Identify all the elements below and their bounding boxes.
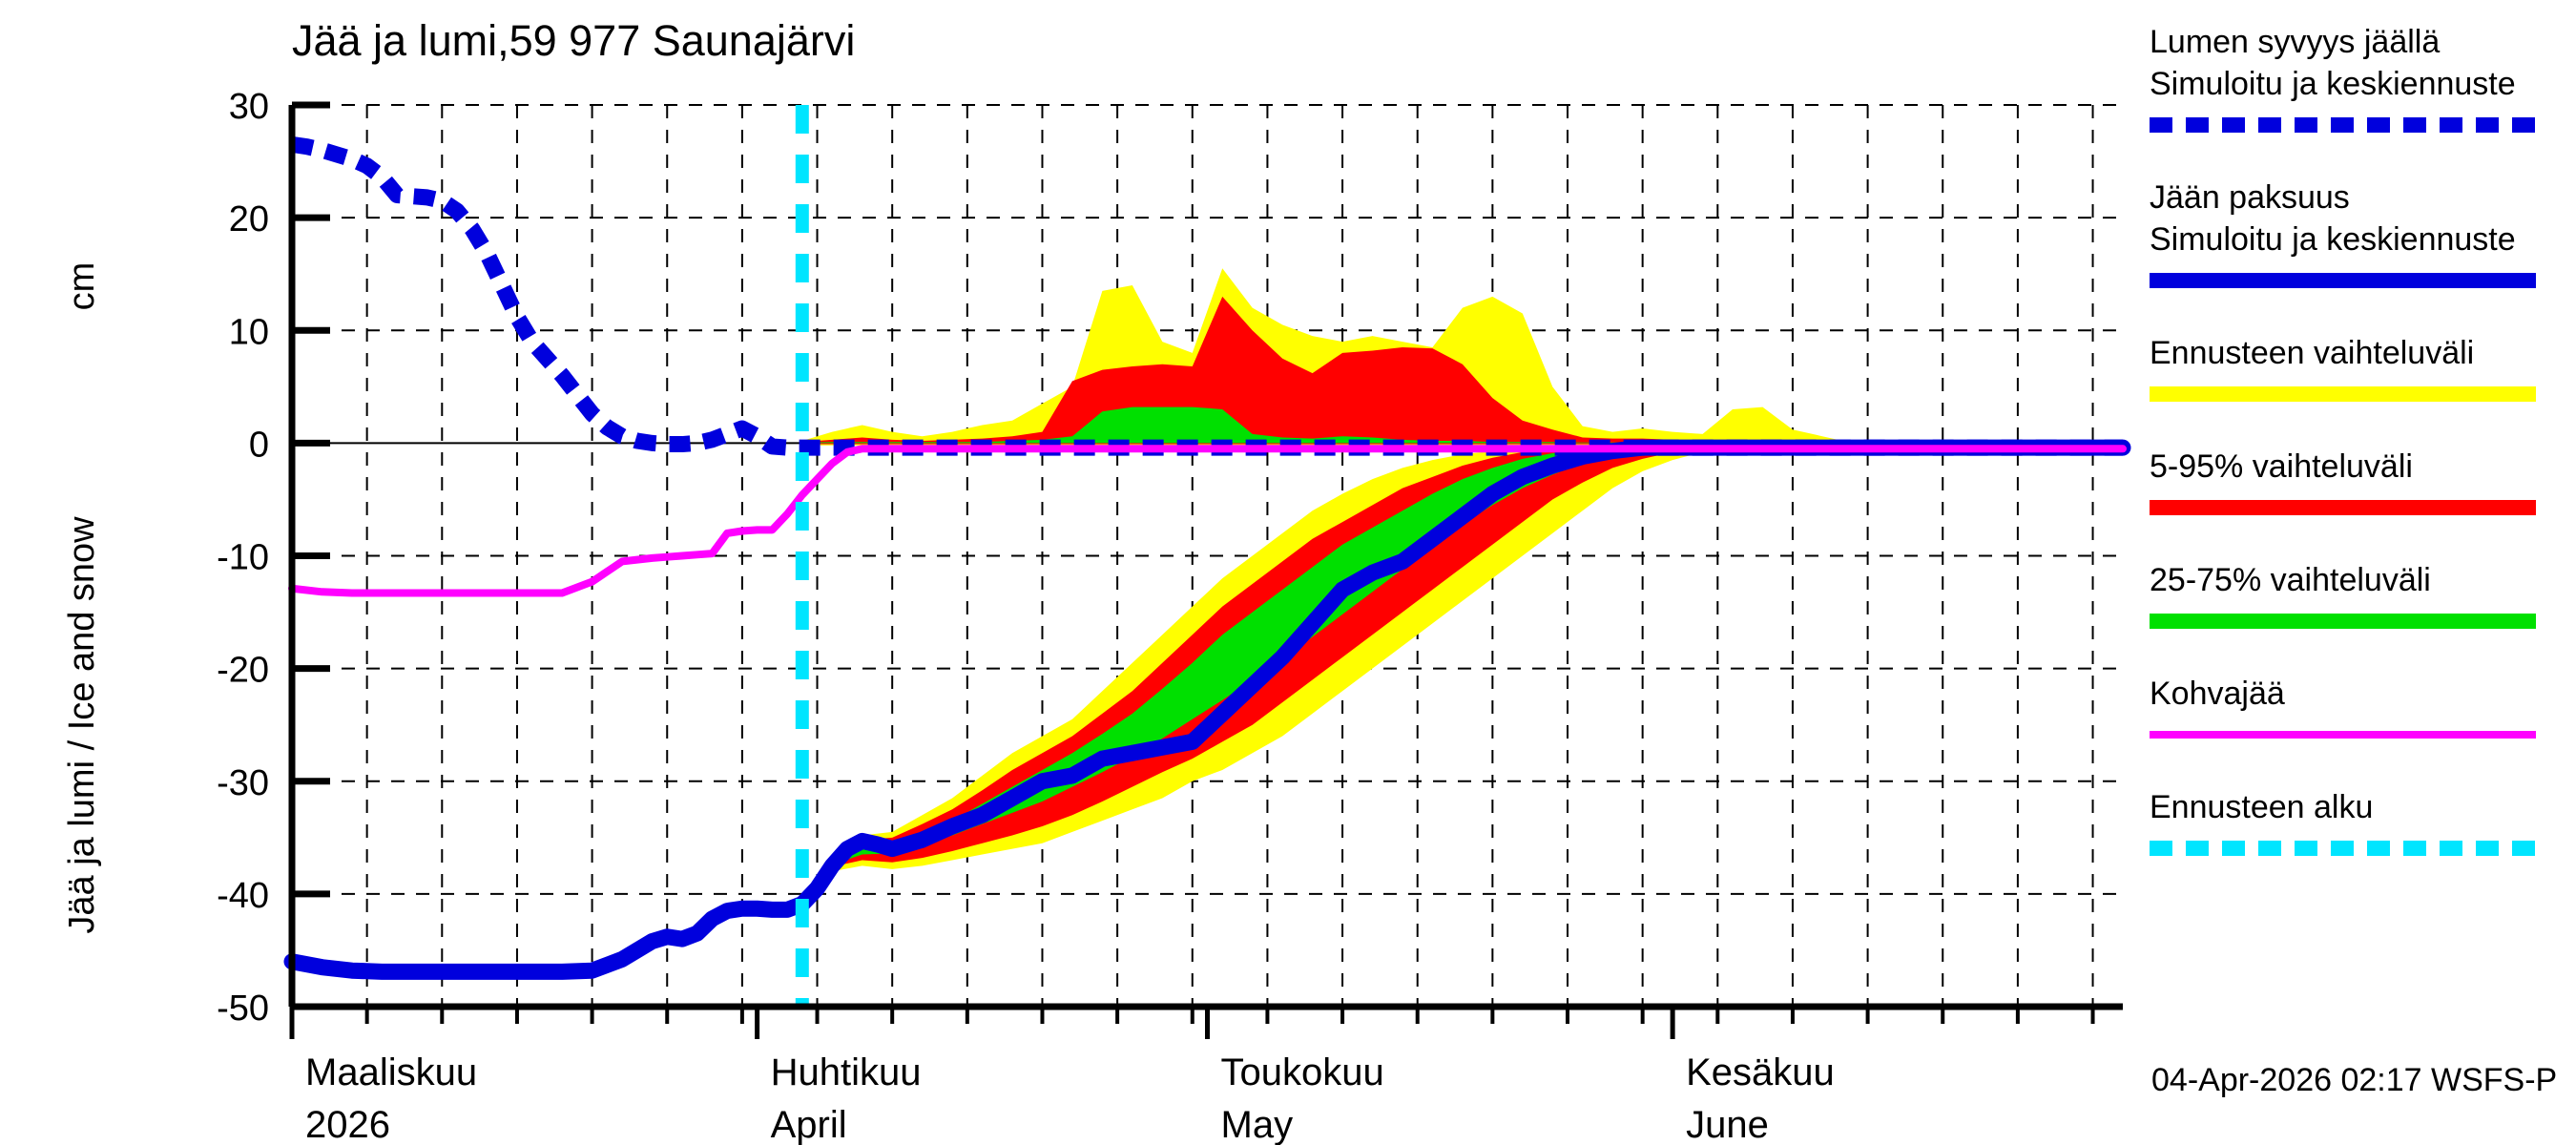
y-tick-label: -30 <box>217 763 269 803</box>
y-tick-label: 10 <box>229 312 269 352</box>
legend-label-primary: 25-75% vaihteluväli <box>2150 562 2431 598</box>
ice-yellow-band <box>801 448 2124 908</box>
month-label-en: 2026 <box>305 1104 390 1145</box>
y-axis-title: Jää ja lumi / Ice and snow <box>62 516 102 934</box>
snow-green-band <box>801 406 2124 444</box>
y-tick-label: -50 <box>217 989 269 1029</box>
y-tick-label: 0 <box>249 425 269 465</box>
data-series <box>283 135 2131 980</box>
month-label-en: April <box>771 1104 847 1145</box>
legend-label-primary: Lumen syvyys jäällä <box>2150 24 2440 60</box>
page-title: Jää ja lumi,59 977 Saunajärvi <box>292 16 855 65</box>
y-tick-label: -10 <box>217 538 269 578</box>
legend-label-primary: Kohvajää <box>2150 676 2285 712</box>
series-ice_thickness <box>283 439 2131 980</box>
month-label-fi: Kesäkuu <box>1686 1051 1835 1093</box>
axes <box>288 101 2123 1039</box>
legend-label-primary: Ennusteen alku <box>2150 789 2373 825</box>
y-tick-label: 20 <box>229 199 269 239</box>
y-tick-label: -40 <box>217 876 269 916</box>
ice-red-band <box>801 448 2124 906</box>
y-axis-unit: cm <box>62 262 102 311</box>
x-axis-month-labels: Maaliskuu 2026 Huhtikuu April Toukokuu May Kes… <box>305 1051 1835 1145</box>
legend-label-secondary: Simuloitu ja keskiennuste <box>2150 66 2516 102</box>
series-slush_ice <box>288 445 2127 597</box>
month-label-en: June <box>1686 1104 1769 1145</box>
month-label-en: May <box>1221 1104 1294 1145</box>
legend-label-primary: Jään paksuus <box>2150 179 2350 216</box>
month-label-fi: Toukokuu <box>1221 1051 1384 1093</box>
uncertainty-bands <box>801 268 2124 908</box>
month-label-fi: Maaliskuu <box>305 1051 477 1093</box>
legend-label-primary: Ennusteen vaihteluväli <box>2150 335 2474 371</box>
y-axis-tick-labels: 30 20 10 0 -10 -20 -30 -40 -50 <box>217 87 269 1029</box>
chart-legend: Lumen syvyys jäällä Simuloitu ja keskienn… <box>2150 24 2536 856</box>
y-tick-label: 30 <box>229 87 269 127</box>
legend-label-primary: 5-95% vaihteluväli <box>2150 448 2413 485</box>
generation-timestamp: 04-Apr-2026 02:17 WSFS-P <box>2151 1062 2557 1098</box>
month-label-fi: Huhtikuu <box>771 1051 922 1093</box>
y-tick-label: -20 <box>217 651 269 691</box>
legend-label-secondary: Simuloitu ja keskiennuste <box>2150 221 2516 258</box>
